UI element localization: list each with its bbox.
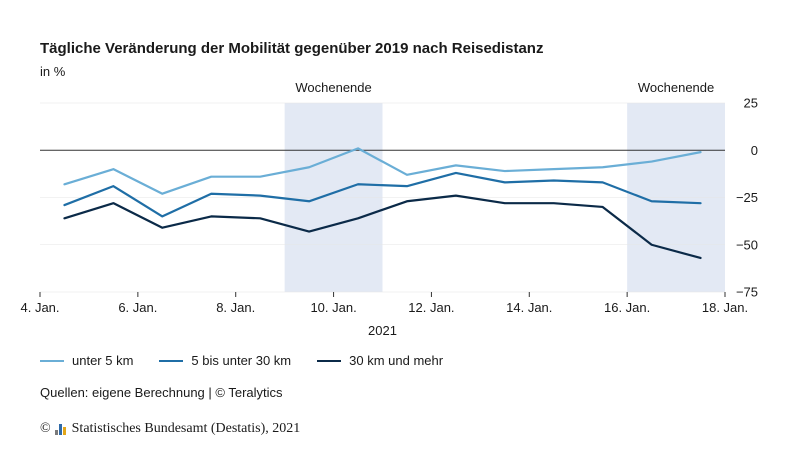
- y-axis-unit: in %: [40, 64, 66, 79]
- y-tick-label-1: 0: [751, 143, 758, 158]
- x-tick-label-1: 6. Jan.: [118, 300, 157, 315]
- y-tick-label-4: −75: [736, 285, 758, 300]
- legend-label-30km-plus: 30 km und mehr: [349, 353, 444, 368]
- series-line-0: [63, 147, 702, 195]
- legend-label-5-to-30km: 5 bis unter 30 km: [191, 353, 292, 368]
- copyright-symbol: ©: [40, 421, 51, 436]
- x-tick-label-6: 16. Jan.: [604, 300, 650, 315]
- series-line-2: [63, 194, 702, 260]
- x-tick-label-7: 18. Jan.: [702, 300, 748, 315]
- x-tick-label-4: 12. Jan.: [408, 300, 454, 315]
- footer: © Statistisches Bundesamt (Destatis), 20…: [40, 421, 300, 437]
- legend-item-under-5km: unter 5 km: [40, 353, 133, 368]
- legend-item-30km-plus: 30 km und mehr: [317, 353, 443, 368]
- chart-title: Tägliche Veränderung der Mobilität gegen…: [40, 40, 544, 57]
- y-tick-label-3: −50: [736, 237, 758, 252]
- legend-item-5-to-30km: 5 bis unter 30 km: [159, 353, 291, 368]
- legend: unter 5 km 5 bis unter 30 km 30 km und m…: [40, 353, 469, 368]
- x-tick-label-0: 4. Jan.: [20, 300, 59, 315]
- legend-label-under-5km: unter 5 km: [72, 353, 134, 368]
- weekend-label-1: Wochenende: [638, 80, 714, 95]
- legend-swatch-5-to-30km: [159, 359, 184, 362]
- y-tick-label-2: −25: [736, 190, 758, 205]
- destatis-logo-icon: [54, 423, 67, 435]
- x-tick-label-2: 8. Jan.: [216, 300, 255, 315]
- x-tick-label-3: 10. Jan.: [310, 300, 356, 315]
- legend-swatch-under-5km: [40, 359, 64, 362]
- x-tick-label-5: 14. Jan.: [506, 300, 552, 315]
- source-note: Quellen: eigene Berechnung | © Teralytic…: [40, 385, 283, 400]
- y-tick-label-0: 25: [744, 96, 758, 111]
- series-line-1: [63, 171, 702, 218]
- footer-text: Statistisches Bundesamt (Destatis), 2021: [71, 421, 301, 436]
- weekend-label-0: Wochenende: [295, 80, 371, 95]
- legend-swatch-30km-plus: [317, 359, 342, 362]
- x-axis-label: 2021: [368, 323, 397, 338]
